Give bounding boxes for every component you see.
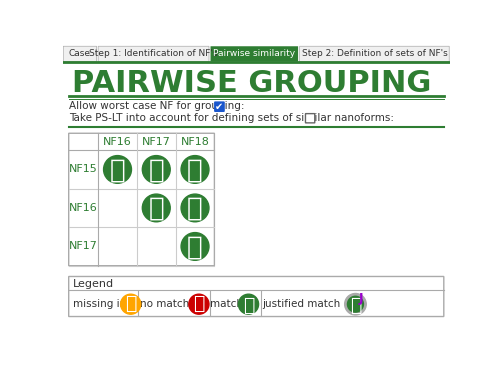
Text: 👍: 👍 [148, 196, 164, 222]
Circle shape [142, 194, 170, 222]
FancyBboxPatch shape [64, 46, 96, 62]
Text: 👍: 👍 [243, 296, 254, 315]
Circle shape [181, 194, 209, 222]
Text: Take PS-LT into account for defining sets of similar nanoforms:: Take PS-LT into account for defining set… [68, 113, 394, 123]
Text: ✔: ✔ [216, 102, 224, 112]
FancyBboxPatch shape [68, 276, 444, 316]
Text: 👎: 👎 [125, 294, 136, 313]
Text: 👍: 👍 [187, 196, 203, 222]
Text: justified match: justified match [262, 299, 340, 309]
Text: J: J [358, 292, 364, 305]
Text: 👍: 👍 [350, 296, 361, 315]
Text: NF16: NF16 [103, 137, 132, 147]
Text: NF16: NF16 [69, 203, 98, 213]
Circle shape [238, 294, 258, 314]
Text: 👍: 👍 [187, 157, 203, 183]
FancyBboxPatch shape [210, 46, 298, 62]
Circle shape [189, 294, 209, 314]
Circle shape [181, 233, 209, 260]
Text: match: match [210, 299, 243, 309]
Text: missing info: missing info [74, 299, 136, 309]
Text: Allow worst case NF for grouping:: Allow worst case NF for grouping: [68, 101, 244, 111]
Text: NF18: NF18 [180, 137, 210, 147]
FancyBboxPatch shape [68, 133, 214, 266]
Circle shape [142, 156, 170, 183]
Text: no match: no match [140, 299, 189, 309]
Circle shape [346, 294, 366, 314]
Circle shape [104, 156, 132, 183]
Text: Legend: Legend [74, 279, 114, 289]
Text: 👍: 👍 [110, 157, 126, 183]
FancyBboxPatch shape [215, 102, 224, 111]
Circle shape [120, 294, 141, 314]
Text: 👍: 👍 [148, 157, 164, 183]
Text: NF17: NF17 [142, 137, 171, 147]
Text: NF17: NF17 [69, 241, 98, 251]
Text: 👍: 👍 [187, 234, 203, 260]
Text: PAIRWISE GROUPING: PAIRWISE GROUPING [72, 69, 431, 99]
Text: Step 1: Identification of NF's: Step 1: Identification of NF's [90, 49, 218, 58]
Text: Pairwise similarity: Pairwise similarity [213, 49, 296, 58]
FancyBboxPatch shape [98, 46, 209, 62]
Text: Step 2: Definition of sets of NF's: Step 2: Definition of sets of NF's [302, 49, 448, 58]
FancyBboxPatch shape [300, 46, 449, 62]
Text: NF15: NF15 [69, 164, 98, 174]
FancyBboxPatch shape [306, 114, 315, 123]
Text: Case: Case [69, 49, 91, 58]
Circle shape [181, 156, 209, 183]
Text: 👎: 👎 [193, 294, 204, 313]
